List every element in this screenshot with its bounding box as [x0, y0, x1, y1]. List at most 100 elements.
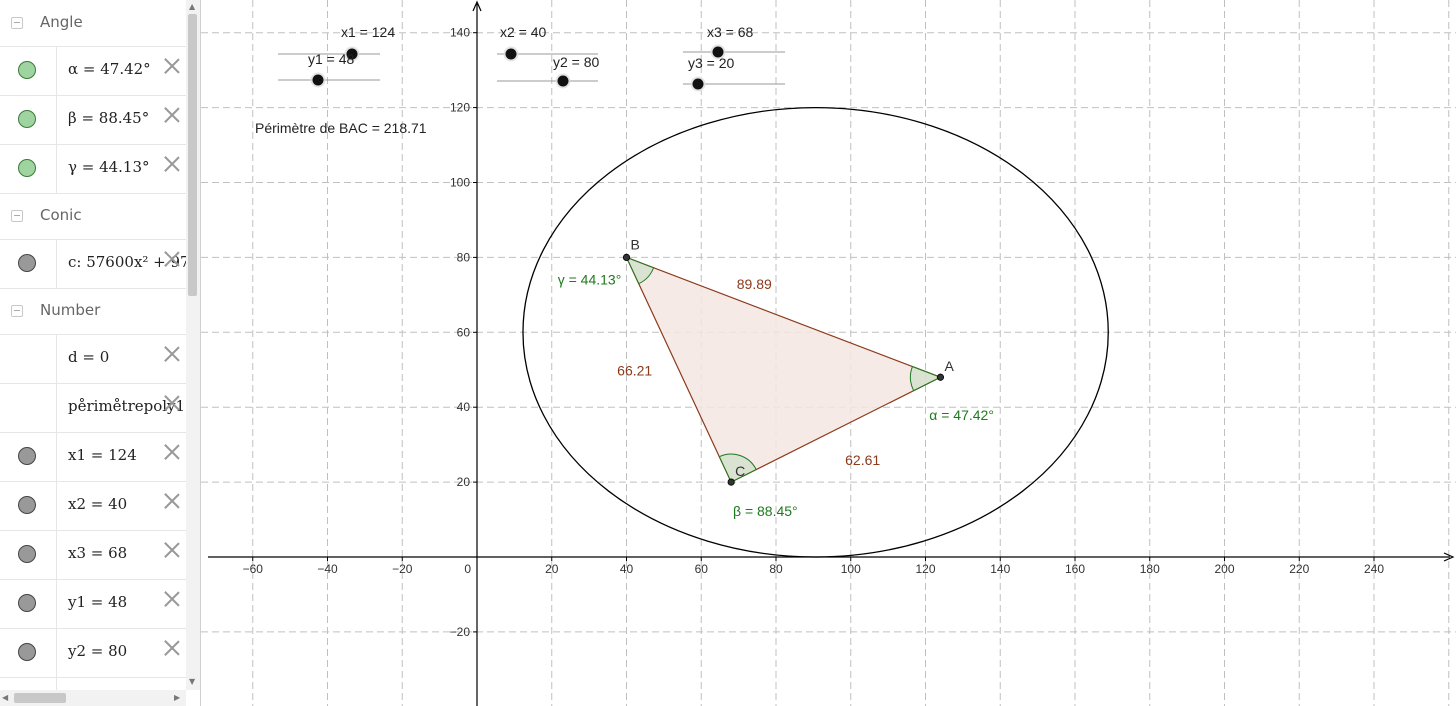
x-tick-label: −40 [317, 562, 338, 576]
collapse-icon[interactable] [11, 17, 23, 29]
sliders[interactable]: x1 = 124 y1 = 48 x2 = 40 y2 = 80 x3 = 68 y3 =… [278, 24, 785, 92]
algebra-expression[interactable]: x3 = 68 [68, 544, 128, 562]
x-tick-label: 160 [1065, 562, 1085, 576]
algebra-row-x1[interactable]: x1 = 124 [0, 432, 186, 482]
scroll-down-icon[interactable]: ▼ [189, 677, 196, 686]
y-tick-label: 80 [457, 250, 471, 264]
visibility-toggle[interactable] [0, 239, 57, 288]
visibility-toggle[interactable] [0, 95, 57, 144]
point-a[interactable] [936, 373, 945, 381]
slider-label: x1 = 124 [341, 24, 395, 40]
algebra-row-x2[interactable]: x2 = 40 [0, 481, 186, 531]
scroll-up-icon[interactable]: ▲ [189, 2, 196, 11]
algebra-row-perimetre[interactable]: pe̊rime̊trepoly1 [0, 383, 186, 433]
x-tick-label: −60 [243, 562, 264, 576]
algebra-expression[interactable]: y1 = 48 [68, 593, 128, 611]
visibility-toggle[interactable] [0, 677, 57, 690]
delete-icon[interactable] [163, 106, 181, 124]
point-c[interactable] [727, 478, 735, 486]
y-tick-label: 140 [450, 26, 470, 40]
triangle-points[interactable] [622, 253, 945, 486]
algebra-row-partial[interactable] [0, 677, 186, 691]
delete-icon[interactable] [163, 250, 181, 268]
slider-x2[interactable]: x2 = 40 [497, 24, 598, 62]
algebra-expression[interactable]: α = 47.42° [68, 60, 151, 78]
algebra-row-d[interactable]: d = 0 [0, 334, 186, 384]
triangle-bac[interactable] [625, 256, 942, 483]
slider-knob[interactable] [692, 78, 704, 90]
delete-icon[interactable] [163, 345, 181, 363]
algebra-expression[interactable]: y2 = 80 [68, 642, 128, 660]
slider-knob[interactable] [712, 46, 724, 58]
slider-y2[interactable]: y2 = 80 [497, 54, 600, 89]
visibility-toggle[interactable] [0, 144, 57, 193]
scroll-right-icon[interactable]: ▶ [174, 693, 181, 702]
tick-labels: −60 −40 −20 20 40 60 80 100 120 140 160 180 200 220 24… [243, 26, 1385, 639]
algebra-row-beta[interactable]: β = 88.45° [0, 95, 186, 145]
vertical-scrollbar[interactable]: ▲ ▼ [186, 0, 200, 690]
conic-ellipse[interactable] [522, 106, 1109, 558]
scrollbar-thumb[interactable] [14, 693, 66, 703]
delete-icon[interactable] [163, 541, 181, 559]
point-b[interactable] [622, 253, 631, 261]
collapse-icon[interactable] [11, 210, 23, 222]
algebra-expression[interactable]: γ = 44.13° [68, 158, 150, 176]
algebra-row-y2[interactable]: y2 = 80 [0, 628, 186, 678]
slider-knob[interactable] [312, 74, 324, 86]
delete-icon[interactable] [163, 155, 181, 173]
visibility-dot-icon[interactable] [18, 496, 36, 514]
visibility-dot-icon[interactable] [18, 447, 36, 465]
slider-x3[interactable]: x3 = 68 [683, 24, 785, 60]
visibility-toggle[interactable] [0, 481, 57, 530]
visibility-toggle[interactable] [0, 579, 57, 628]
algebra-expression[interactable]: x2 = 40 [68, 495, 128, 513]
horizontal-scrollbar[interactable]: ◀ ▶ [0, 690, 186, 706]
algebra-row-conic[interactable]: c: 57600x² + 97 [0, 239, 186, 289]
slider-y3[interactable]: y3 = 20 [683, 55, 785, 92]
angle-beta-arc[interactable] [718, 453, 757, 483]
scroll-left-icon[interactable]: ◀ [2, 693, 9, 702]
algebra-row-alpha[interactable]: α = 47.42° [0, 46, 186, 96]
visibility-dot-icon[interactable] [18, 159, 36, 177]
slider-knob[interactable] [557, 75, 569, 87]
algebra-expression[interactable]: x1 = 124 [68, 446, 137, 464]
collapse-icon[interactable] [11, 305, 23, 317]
visibility-toggle[interactable] [0, 628, 57, 677]
algebra-expression[interactable]: β = 88.45° [68, 109, 150, 127]
visibility-toggle[interactable] [0, 432, 57, 481]
delete-icon[interactable] [163, 590, 181, 608]
algebra-row-x3[interactable]: x3 = 68 [0, 530, 186, 580]
algebra-expression[interactable]: pe̊rime̊trepoly1 [68, 397, 186, 415]
algebra-row-y1[interactable]: y1 = 48 [0, 579, 186, 629]
group-header-conic[interactable]: Conic [0, 193, 186, 240]
slider-knob[interactable] [346, 48, 358, 60]
delete-icon[interactable] [163, 57, 181, 75]
visibility-toggle[interactable] [0, 530, 57, 579]
group-header-angle[interactable]: Angle [0, 0, 186, 47]
algebra-expression[interactable]: c: 57600x² + 97 [68, 253, 186, 271]
angle-alpha-arc[interactable] [909, 365, 942, 392]
graphics-canvas[interactable]: −60 −40 −20 20 40 60 80 100 120 140 160 180 200 220 24… [201, 0, 1456, 706]
visibility-dot-icon[interactable] [18, 61, 36, 79]
delete-icon[interactable] [163, 443, 181, 461]
slider-y1[interactable]: y1 = 48 [278, 51, 380, 88]
visibility-toggle[interactable] [0, 46, 57, 95]
delete-icon[interactable] [163, 639, 181, 657]
delete-icon[interactable] [163, 394, 181, 412]
visibility-dot-icon[interactable] [18, 643, 36, 661]
slider-x1[interactable]: x1 = 124 [278, 24, 395, 62]
algebra-expression[interactable]: d = 0 [68, 348, 110, 366]
slider-knob[interactable] [505, 48, 517, 60]
visibility-dot-icon[interactable] [18, 110, 36, 128]
scrollbar-thumb[interactable] [188, 14, 197, 296]
group-header-number[interactable]: Number [0, 288, 186, 335]
angle-gamma-arc[interactable] [625, 256, 655, 285]
visibility-dot-icon[interactable] [18, 545, 36, 563]
visibility-dot-icon[interactable] [18, 254, 36, 272]
slider-label: y2 = 80 [553, 54, 600, 70]
delete-icon[interactable] [163, 492, 181, 510]
graphics-view[interactable]: −60 −40 −20 20 40 60 80 100 120 140 160 180 200 220 24… [201, 0, 1456, 706]
angle-arcs[interactable] [625, 256, 942, 483]
algebra-row-gamma[interactable]: γ = 44.13° [0, 144, 186, 194]
visibility-dot-icon[interactable] [18, 594, 36, 612]
